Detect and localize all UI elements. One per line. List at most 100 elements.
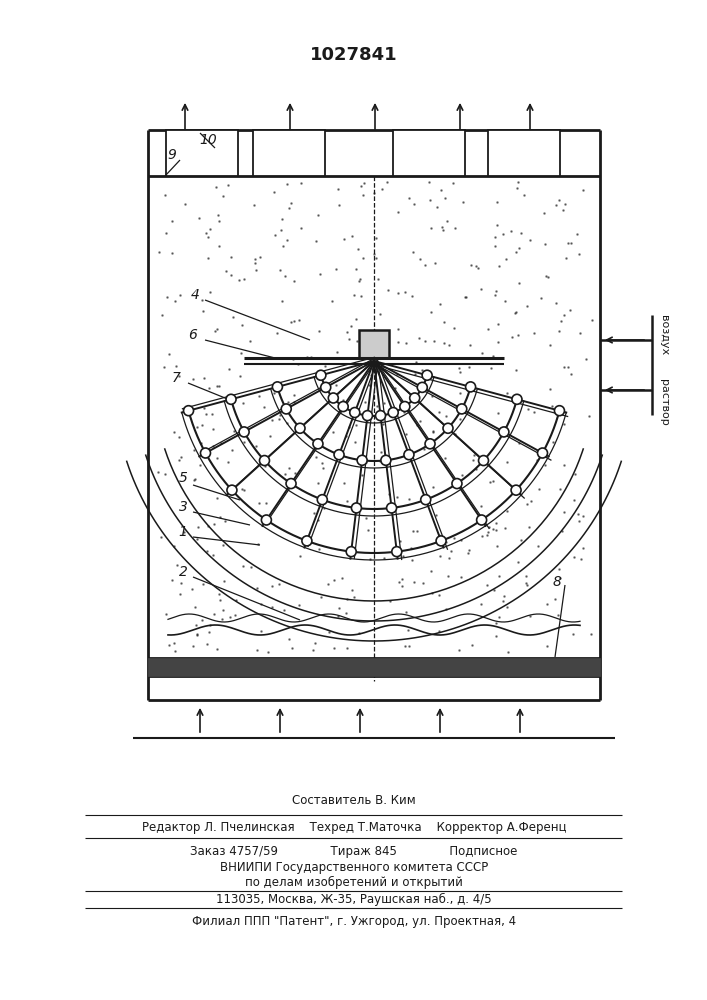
Point: [486, 360, 497, 376]
Point: [465, 257, 477, 273]
Point: [238, 558, 249, 574]
Point: [382, 174, 393, 190]
Point: [525, 232, 536, 248]
Point: [310, 449, 322, 465]
Point: [509, 305, 520, 321]
Point: [361, 510, 372, 526]
Point: [534, 481, 545, 497]
Point: [408, 244, 419, 260]
Point: [490, 515, 501, 531]
Point: [312, 207, 323, 223]
Circle shape: [316, 370, 326, 380]
Point: [330, 261, 341, 277]
Point: [491, 283, 502, 299]
Circle shape: [321, 382, 331, 392]
Point: [359, 394, 370, 410]
Point: [254, 388, 265, 404]
Point: [501, 503, 513, 519]
Point: [202, 250, 214, 266]
Point: [223, 361, 235, 377]
Circle shape: [537, 448, 547, 458]
Point: [411, 523, 423, 539]
Point: [419, 257, 431, 273]
Point: [208, 547, 219, 563]
Text: 5: 5: [179, 471, 187, 485]
Point: [250, 251, 261, 267]
Circle shape: [338, 402, 348, 412]
Point: [197, 292, 208, 308]
Point: [332, 392, 343, 408]
Point: [491, 615, 502, 631]
Point: [255, 623, 267, 639]
Point: [164, 346, 175, 362]
Point: [219, 513, 230, 529]
Point: [544, 337, 555, 353]
Point: [506, 329, 518, 345]
Point: [337, 392, 349, 408]
Point: [173, 429, 185, 445]
Point: [510, 244, 521, 260]
Point: [160, 606, 172, 622]
Point: [341, 640, 352, 656]
Point: [176, 575, 187, 591]
Point: [557, 202, 568, 218]
Circle shape: [328, 393, 339, 403]
Point: [317, 460, 329, 476]
Text: воздух: воздух: [659, 315, 669, 355]
Point: [586, 312, 597, 328]
Point: [443, 568, 454, 584]
Point: [288, 313, 300, 329]
Point: [438, 314, 449, 330]
Point: [317, 455, 328, 471]
Point: [559, 504, 570, 520]
Point: [198, 370, 209, 386]
Point: [213, 238, 224, 254]
Point: [358, 175, 370, 191]
Point: [286, 314, 297, 330]
Point: [230, 607, 241, 623]
Point: [286, 640, 298, 656]
Point: [455, 364, 466, 380]
Point: [410, 354, 421, 370]
Point: [273, 576, 284, 592]
Point: [555, 313, 566, 329]
Point: [332, 344, 343, 360]
Point: [417, 575, 428, 591]
Point: [475, 498, 486, 514]
Point: [433, 623, 445, 639]
Point: [341, 428, 352, 444]
Point: [469, 447, 480, 463]
Point: [358, 250, 369, 266]
Point: [375, 444, 386, 460]
Point: [339, 231, 350, 247]
Point: [536, 290, 547, 306]
Text: 8: 8: [553, 575, 561, 589]
Point: [395, 533, 406, 549]
Point: [279, 602, 290, 618]
Point: [293, 597, 305, 613]
Circle shape: [436, 536, 446, 546]
Point: [357, 467, 368, 483]
Point: [419, 441, 430, 457]
Circle shape: [443, 423, 453, 433]
Point: [554, 561, 565, 577]
Point: [200, 406, 211, 422]
Point: [489, 238, 501, 254]
Point: [532, 538, 543, 554]
Point: [455, 569, 467, 585]
Text: 10: 10: [199, 133, 217, 147]
Point: [166, 245, 177, 261]
Point: [329, 572, 340, 588]
Point: [238, 271, 250, 287]
Point: [369, 185, 380, 201]
Point: [423, 174, 435, 190]
Point: [514, 275, 525, 291]
Point: [440, 601, 452, 617]
Circle shape: [388, 408, 398, 418]
Point: [192, 419, 203, 435]
Circle shape: [512, 394, 522, 404]
Point: [313, 323, 325, 339]
Point: [500, 293, 511, 309]
Point: [471, 461, 482, 477]
Point: [211, 450, 223, 466]
